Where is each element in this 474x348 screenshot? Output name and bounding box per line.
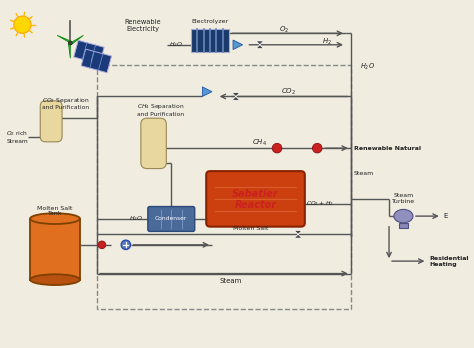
Bar <box>30 219 80 280</box>
Ellipse shape <box>30 213 80 224</box>
Circle shape <box>68 41 72 45</box>
Circle shape <box>14 16 31 33</box>
Text: $CH_4$: $CH_4$ <box>252 138 267 149</box>
Text: $CH_4$ Separation
and Purification: $CH_4$ Separation and Purification <box>137 102 184 117</box>
Text: Sabatier: Sabatier <box>232 189 279 199</box>
Text: $O_2$ rich
Stream: $O_2$ rich Stream <box>6 129 28 144</box>
Text: $CO_2$ Separation
and Purification: $CO_2$ Separation and Purification <box>42 95 89 110</box>
Text: $H_2O$: $H_2O$ <box>169 40 183 49</box>
Bar <box>191 29 229 53</box>
Bar <box>81 49 111 73</box>
Text: E: E <box>444 213 448 219</box>
Circle shape <box>272 143 282 153</box>
Polygon shape <box>233 40 243 49</box>
FancyBboxPatch shape <box>206 171 305 227</box>
Circle shape <box>312 143 322 153</box>
Polygon shape <box>256 41 264 49</box>
Text: Electrolyzer: Electrolyzer <box>191 19 228 24</box>
FancyBboxPatch shape <box>148 207 195 231</box>
Text: Residential
Heating: Residential Heating <box>429 256 469 267</box>
Polygon shape <box>294 230 302 238</box>
Polygon shape <box>57 35 71 43</box>
FancyBboxPatch shape <box>40 101 62 142</box>
Text: $H_2O$: $H_2O$ <box>360 62 375 72</box>
Text: $CO_2+H_2$: $CO_2+H_2$ <box>306 199 334 208</box>
Text: Condenser: Condenser <box>155 216 188 221</box>
Text: Molten Salt
Tank: Molten Salt Tank <box>37 206 73 216</box>
FancyBboxPatch shape <box>141 118 166 168</box>
Bar <box>399 223 408 228</box>
Ellipse shape <box>394 209 413 223</box>
Text: Molten Salt: Molten Salt <box>233 226 268 231</box>
Polygon shape <box>68 43 70 58</box>
Polygon shape <box>232 93 240 100</box>
Text: $CO_2$: $CO_2$ <box>281 87 296 97</box>
Polygon shape <box>70 35 83 45</box>
Text: $H_2O$: $H_2O$ <box>129 214 143 223</box>
Text: Renewable
Electricity: Renewable Electricity <box>125 19 161 32</box>
Circle shape <box>121 240 131 250</box>
Text: Steam: Steam <box>354 171 374 175</box>
Text: Steam
Turbine: Steam Turbine <box>392 193 415 204</box>
Text: Renewable Natural: Renewable Natural <box>354 146 420 151</box>
Text: $O_2$: $O_2$ <box>279 24 289 34</box>
Polygon shape <box>202 87 212 96</box>
Circle shape <box>98 241 106 249</box>
Bar <box>74 40 104 64</box>
Ellipse shape <box>30 274 80 285</box>
Bar <box>97 65 351 309</box>
Text: Steam: Steam <box>220 278 242 284</box>
Text: Reactor: Reactor <box>235 200 277 209</box>
Text: $H_2$: $H_2$ <box>322 37 332 47</box>
